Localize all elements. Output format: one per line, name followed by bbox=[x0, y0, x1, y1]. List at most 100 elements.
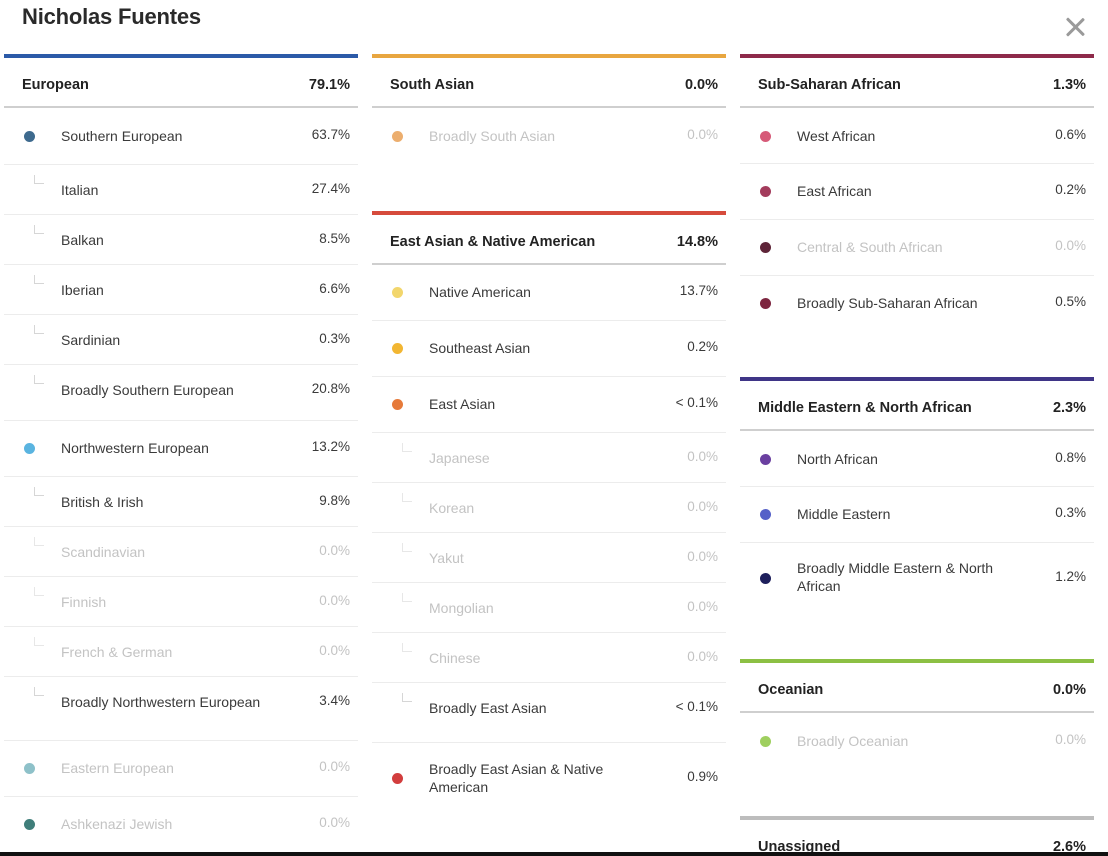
subregion-row-sardinian[interactable]: Sardinian 0.3% bbox=[4, 315, 358, 365]
region-percentage: 0.2% bbox=[1055, 182, 1086, 197]
color-dot-icon bbox=[392, 131, 403, 142]
subregion-row-korean[interactable]: Korean 0.0% bbox=[372, 483, 726, 533]
region-label: Northwestern European bbox=[61, 440, 209, 456]
group-name: South Asian bbox=[390, 77, 475, 93]
group-oceanian: Oceanian 0.0% Broadly Oceanian 0.0% bbox=[740, 659, 1094, 769]
column-asian: South Asian 0.0% Broadly South Asian 0.0… bbox=[372, 0, 726, 856]
region-row-ashkenazi-jewish[interactable]: Ashkenazi Jewish 0.0% bbox=[4, 797, 358, 847]
group-percentage: 1.3% bbox=[1052, 77, 1086, 93]
group-header[interactable]: Unassigned 2.6% bbox=[740, 820, 1094, 856]
region-percentage: 0.8% bbox=[1055, 450, 1086, 465]
region-label: Finnish bbox=[61, 594, 107, 610]
region-label: East African bbox=[797, 183, 872, 199]
group-percentage: 0.0% bbox=[684, 77, 718, 93]
group-header[interactable]: Sub-Saharan African 1.3% bbox=[740, 58, 1094, 108]
region-percentage: 0.3% bbox=[1055, 505, 1086, 520]
region-label: Middle Eastern bbox=[797, 506, 891, 522]
color-dot-icon bbox=[24, 819, 35, 830]
region-label: Iberian bbox=[61, 282, 104, 298]
subregion-row-broadly-southern[interactable]: Broadly Southern European 20.8% bbox=[4, 365, 358, 421]
page-title: Nicholas Fuentes bbox=[22, 4, 201, 29]
region-label: East Asian bbox=[429, 396, 496, 412]
group-south-asian: South Asian 0.0% Broadly South Asian 0.0… bbox=[372, 54, 726, 165]
group-name: European bbox=[22, 77, 89, 93]
subregion-row-scandinavian[interactable]: Scandinavian 0.0% bbox=[4, 527, 358, 577]
group-sub-saharan-african: Sub-Saharan African 1.3% West African 0.… bbox=[740, 54, 1094, 332]
region-percentage: 3.4% bbox=[319, 693, 350, 708]
region-row-southern-european[interactable]: Southern European 63.7% bbox=[4, 108, 358, 165]
subregion-row-japanese[interactable]: Japanese 0.0% bbox=[372, 433, 726, 483]
group-color-bar bbox=[740, 659, 1094, 663]
region-percentage: 0.0% bbox=[687, 499, 718, 514]
region-percentage: 9.8% bbox=[319, 493, 350, 508]
region-label: North African bbox=[797, 451, 878, 467]
region-row-central-south-african[interactable]: Central & South African 0.0% bbox=[740, 220, 1094, 276]
region-row-southeast-asian[interactable]: Southeast Asian 0.2% bbox=[372, 321, 726, 377]
region-row-north-african[interactable]: North African 0.8% bbox=[740, 431, 1094, 487]
subregion-row-british-irish[interactable]: British & Irish 9.8% bbox=[4, 477, 358, 527]
region-row-northwestern-european[interactable]: Northwestern European 13.2% bbox=[4, 421, 358, 477]
group-header[interactable]: East Asian & Native American 14.8% bbox=[372, 215, 726, 265]
region-percentage: 1.2% bbox=[1055, 569, 1086, 584]
region-row-east-african[interactable]: East African 0.2% bbox=[740, 164, 1094, 220]
tree-branch-icon bbox=[34, 225, 44, 234]
region-label: Broadly Southern European bbox=[61, 382, 234, 398]
region-percentage: 0.0% bbox=[687, 549, 718, 564]
region-percentage: 0.0% bbox=[319, 543, 350, 558]
region-row-west-african[interactable]: West African 0.6% bbox=[740, 108, 1094, 164]
subregion-row-broadly-east-asian[interactable]: Broadly East Asian < 0.1% bbox=[372, 683, 726, 743]
group-european: European 79.1% Southern European 63.7% I… bbox=[4, 54, 358, 847]
group-percentage: 2.6% bbox=[1052, 839, 1086, 855]
color-dot-icon bbox=[392, 287, 403, 298]
group-header[interactable]: Middle Eastern & North African 2.3% bbox=[740, 381, 1094, 431]
region-row-eastern-european[interactable]: Eastern European 0.0% bbox=[4, 741, 358, 797]
region-label: Balkan bbox=[61, 232, 104, 248]
group-name: Oceanian bbox=[758, 682, 824, 698]
tree-branch-icon bbox=[402, 443, 412, 452]
subregion-row-finnish[interactable]: Finnish 0.0% bbox=[4, 577, 358, 627]
group-header[interactable]: European 79.1% bbox=[4, 58, 358, 108]
subregion-row-french-german[interactable]: French & German 0.0% bbox=[4, 627, 358, 677]
region-percentage: 0.0% bbox=[687, 649, 718, 664]
color-dot-icon bbox=[760, 186, 771, 197]
region-label: Mongolian bbox=[429, 600, 494, 616]
region-percentage: 0.0% bbox=[687, 127, 718, 142]
region-percentage: 13.7% bbox=[679, 283, 718, 298]
region-label: Broadly East Asian & Native American bbox=[429, 761, 604, 795]
region-percentage: 0.0% bbox=[319, 643, 350, 658]
color-dot-icon bbox=[760, 573, 771, 584]
tree-branch-icon bbox=[34, 275, 44, 284]
region-percentage: < 0.1% bbox=[675, 699, 718, 714]
column-european: European 79.1% Southern European 63.7% I… bbox=[4, 0, 358, 856]
subregion-row-yakut[interactable]: Yakut 0.0% bbox=[372, 533, 726, 583]
region-percentage: 8.5% bbox=[319, 231, 350, 246]
region-label: Ashkenazi Jewish bbox=[61, 816, 173, 832]
region-row-broadly-east-asian-native-american[interactable]: Broadly East Asian & Native American 0.9… bbox=[372, 743, 726, 815]
region-label: Southern European bbox=[61, 128, 183, 144]
group-color-bar bbox=[740, 54, 1094, 58]
region-row-broadly-middle-eastern-north-african[interactable]: Broadly Middle Eastern & North African 1… bbox=[740, 543, 1094, 615]
bottom-border bbox=[0, 852, 1108, 856]
region-percentage: 27.4% bbox=[311, 181, 350, 196]
region-row-broadly-south-asian[interactable]: Broadly South Asian 0.0% bbox=[372, 108, 726, 165]
group-header[interactable]: Oceanian 0.0% bbox=[740, 663, 1094, 713]
color-dot-icon bbox=[392, 773, 403, 784]
region-row-broadly-sub-saharan[interactable]: Broadly Sub-Saharan African 0.5% bbox=[740, 276, 1094, 332]
region-row-native-american[interactable]: Native American 13.7% bbox=[372, 265, 726, 321]
group-unassigned: Unassigned 2.6% bbox=[740, 816, 1094, 856]
group-header[interactable]: South Asian 0.0% bbox=[372, 58, 726, 108]
region-percentage: 63.7% bbox=[311, 127, 350, 142]
region-percentage: 0.2% bbox=[687, 339, 718, 354]
subregion-row-mongolian[interactable]: Mongolian 0.0% bbox=[372, 583, 726, 633]
subregion-row-iberian[interactable]: Iberian 6.6% bbox=[4, 265, 358, 315]
subregion-row-italian[interactable]: Italian 27.4% bbox=[4, 165, 358, 215]
column-other: Sub-Saharan African 1.3% West African 0.… bbox=[740, 0, 1094, 856]
subregion-row-broadly-northwestern[interactable]: Broadly Northwestern European 3.4% bbox=[4, 677, 358, 741]
region-label: Japanese bbox=[429, 450, 490, 466]
subregion-row-chinese[interactable]: Chinese 0.0% bbox=[372, 633, 726, 683]
region-row-broadly-oceanian[interactable]: Broadly Oceanian 0.0% bbox=[740, 713, 1094, 769]
subregion-row-balkan[interactable]: Balkan 8.5% bbox=[4, 215, 358, 265]
region-row-east-asian[interactable]: East Asian < 0.1% bbox=[372, 377, 726, 433]
region-row-middle-eastern[interactable]: Middle Eastern 0.3% bbox=[740, 487, 1094, 543]
group-percentage: 79.1% bbox=[308, 77, 350, 93]
